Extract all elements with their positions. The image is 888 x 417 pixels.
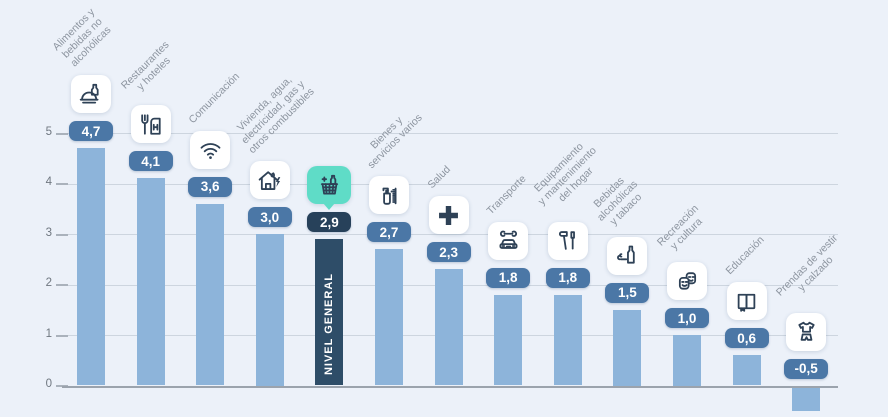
bar: [613, 309, 642, 386]
category-icon-card: [307, 166, 352, 205]
category-icon-card: [428, 196, 469, 235]
health-cross-icon: [435, 202, 462, 229]
category-label: Bebidas alcohólicas y tabaco: [591, 174, 645, 228]
category-icon-card: [786, 312, 827, 351]
clothing-icon: [793, 318, 820, 345]
value-badge: 1,0: [665, 308, 709, 328]
nivel-general-bar: NIVEL GENERAL: [315, 239, 344, 386]
category-label: Transporte: [484, 172, 529, 217]
bar: [375, 249, 403, 386]
bar: [553, 294, 582, 386]
category-icon-card: [130, 105, 171, 144]
y-axis-tick: [56, 284, 68, 286]
value-badge: 1,8: [486, 267, 531, 288]
value-badge: 2,9: [307, 212, 352, 233]
wifi-icon: [197, 136, 224, 163]
category-icon-card: [249, 161, 290, 199]
gridline: [62, 133, 838, 134]
value-badge: 0,6: [724, 328, 769, 349]
y-axis-tick-label: 4: [45, 176, 52, 188]
tools-icon: [554, 227, 581, 254]
category-label: Recreación y cultura: [654, 202, 705, 253]
y-axis-tick-label: 0: [45, 378, 52, 390]
category-label: Alimentos y bebidas no alcohólicas: [50, 6, 114, 70]
theater-masks-icon: [674, 268, 701, 295]
y-axis-tick: [56, 132, 68, 135]
category-icon-card: [488, 221, 529, 260]
value-badge: 1,8: [545, 267, 590, 288]
category-icon-card: [726, 282, 767, 321]
basket-icon: [316, 172, 343, 199]
bar: [434, 269, 463, 386]
y-axis-tick-label: 1: [45, 327, 52, 340]
category-label: Salud: [425, 163, 453, 192]
value-badge: 1,5: [605, 282, 650, 303]
bar: [732, 355, 761, 386]
housing-icon: [256, 167, 283, 194]
y-axis-tick-label: 3: [45, 226, 52, 239]
bar: [136, 178, 165, 386]
bar: [77, 148, 105, 386]
alcohol-tobacco-icon: [614, 242, 641, 269]
restaurant-hotel-icon: [137, 111, 164, 138]
y-axis-tick-label: 2: [45, 277, 52, 289]
category-icon-card: [667, 262, 707, 300]
category-label: Educación: [723, 233, 767, 278]
food-icon: [78, 81, 105, 108]
bar: [196, 203, 225, 386]
bar: [673, 335, 701, 386]
y-axis-tick: [56, 334, 68, 337]
value-badge: -0,5: [784, 358, 829, 379]
value-badge: 3,6: [188, 176, 233, 197]
y-axis-tick: [56, 183, 68, 185]
y-axis-tick-label: 5: [45, 125, 52, 138]
toiletries-icon: [376, 182, 403, 209]
bar: [255, 234, 284, 386]
category-label: Prendas de vestir y calzado: [774, 232, 841, 299]
category-label: Restaurantes y hoteles: [118, 39, 173, 94]
category-label: Bienes y servicios varios: [365, 111, 425, 172]
value-badge: 4,7: [69, 121, 113, 142]
value-badge: 4,1: [128, 151, 173, 172]
category-icon-card: [190, 130, 231, 169]
value-badge: 3,0: [247, 207, 292, 227]
book-icon: [733, 288, 760, 315]
car-repair-icon: [495, 227, 522, 254]
category-label: Comunicación: [186, 70, 243, 126]
zero-gridline: [62, 385, 838, 388]
nivel-general-bar-label: NIVEL GENERAL: [323, 273, 336, 376]
category-label: Vivienda, agua, electricidad, gas y otro…: [234, 73, 317, 156]
bar: [494, 294, 523, 386]
gridline: [62, 234, 838, 235]
gridline: [62, 183, 838, 185]
value-badge: 2,3: [426, 242, 471, 263]
value-badge: 2,7: [367, 222, 411, 243]
category-icon-card: [547, 221, 588, 260]
bar: [792, 385, 821, 411]
category-icon-card: [607, 236, 648, 275]
y-axis-tick: [56, 233, 68, 236]
category-icon-card: [369, 176, 409, 215]
category-icon-card: [71, 75, 111, 114]
